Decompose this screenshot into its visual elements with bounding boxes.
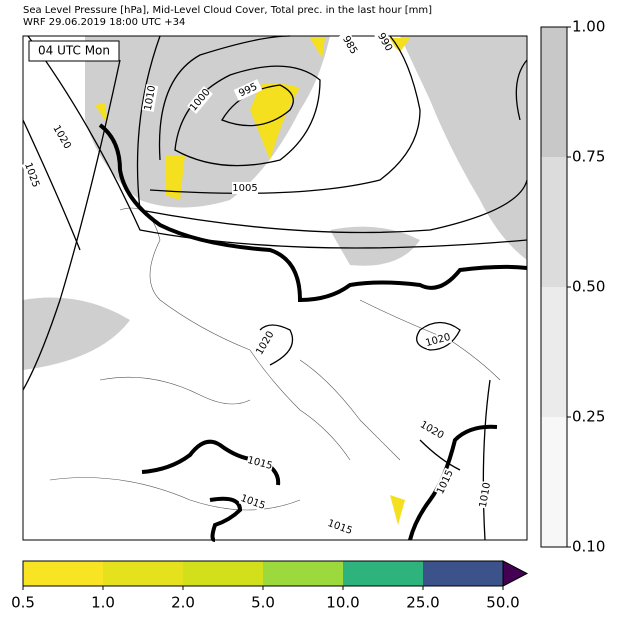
isobar-label-bg [434,467,456,497]
colorbar-extend [502,560,529,587]
isobar-label: 1010 [478,482,493,509]
time-box [28,40,120,62]
colorbar-tick-label: 1.0 [91,594,115,612]
isobar-label-bg [238,491,268,513]
cloud-area [330,226,420,266]
map: 04 UTC Mon 985 99099510001005101010201025… [21,27,528,542]
isobar-label-bg [253,328,277,358]
colorbar-tick-label: 2.0 [171,594,195,612]
cloud-area [23,297,130,370]
coastline [49,207,501,511]
isobar-label-bg [417,418,447,442]
colorbar-tick-label: 0.5 [11,594,35,612]
colorbar-tick-label: 0.10 [572,538,605,556]
colorbar-tick-label: 10.0 [326,594,359,612]
isobar-label-bg [187,86,213,114]
colorbar-tick-label: 25.0 [406,594,439,612]
title-line: Sea Level Pressure [hPa], Mid-Level Clou… [23,5,432,16]
isobar-label: 1005 [232,183,257,194]
cloud-area [400,36,527,260]
colorbar-segment [183,561,263,586]
isobar-thick [98,123,528,303]
isobar-label-bg [141,84,159,112]
precip-area [95,38,410,525]
colorbar-tick-label: 0.50 [572,278,605,296]
colorbar-segment [541,417,567,547]
map-frame [22,35,528,541]
isobar-label-bg [245,453,275,473]
isobar [27,35,528,249]
isobar [22,59,528,251]
colorbar-segment [541,287,567,417]
isobar [158,35,291,161]
isobar [482,379,491,541]
colorbar-segment [541,157,567,287]
isobar-label-bg [325,516,355,538]
colorbar-segment [103,561,183,586]
colorbar-segment [423,561,503,586]
isobar-label-bg [338,30,362,60]
isobar-label: 1010 [143,85,158,112]
colorbar-segment [263,561,343,586]
colorbar-segment [541,27,567,157]
title-line: WRF 29.06.2019 18:00 UTC +34 [23,17,185,28]
colorbar-tick-label: 0.25 [572,408,605,426]
colorbar-tick-label: 0.75 [572,148,605,166]
isobar [136,35,528,234]
time-label: 04 UTC Mon [38,44,110,58]
colorbar-tick-label: 1.00 [572,18,605,36]
isobar-label-bg [423,330,453,350]
colorbar-tick-label: 50.0 [486,594,519,612]
isobar-label-bg [373,27,397,57]
colorbar-segment [23,561,103,586]
isobar [259,321,461,471]
isobar-label-bg [476,481,494,509]
cloud-area [85,36,330,208]
isobar-label-bg [50,122,74,152]
isobar-label-bg [232,182,258,194]
isobar-label-bg [21,160,43,190]
isobar-label-bg [233,79,263,101]
colorbar-tick-label: 5.0 [251,594,275,612]
colorbar-segment [343,561,423,586]
precip-colorbar: 0.5 1.0 2.0 5.0 10.0 25.0 50.0 [11,560,529,612]
cloud-colorbar: 1.00 0.75 0.50 0.25 0.10 [540,18,605,556]
